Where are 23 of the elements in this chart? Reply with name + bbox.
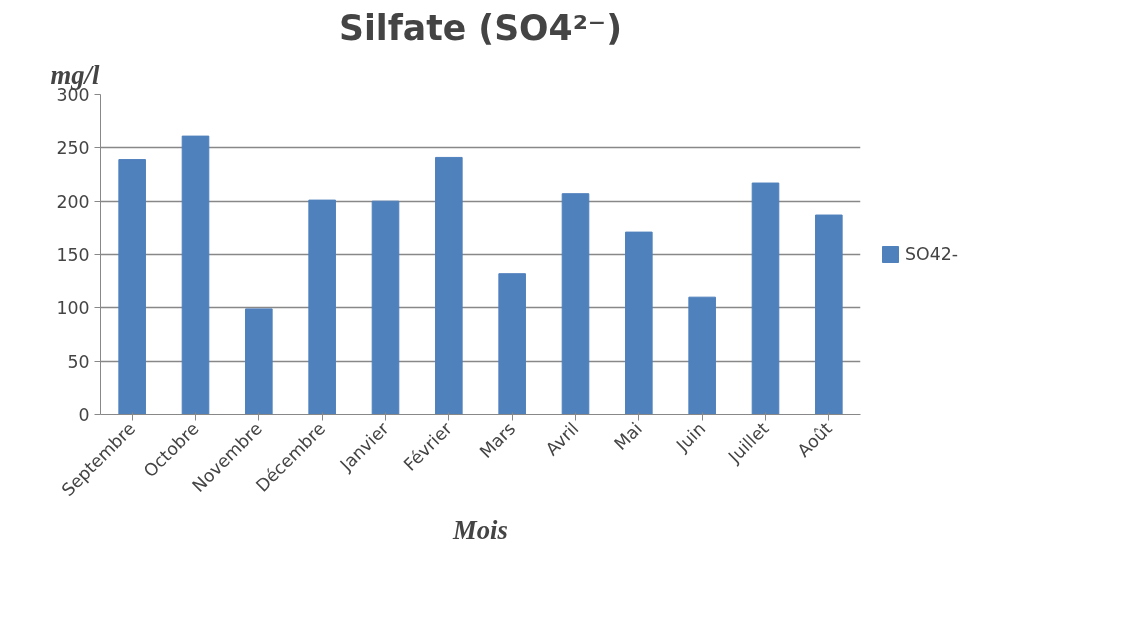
y-tick-label: 200 — [56, 191, 90, 212]
bar — [561, 193, 590, 415]
bar — [815, 214, 843, 415]
bar — [435, 156, 463, 415]
y-tick-label: 0 — [78, 405, 90, 425]
bar — [688, 296, 716, 415]
bar — [118, 159, 146, 415]
chart-title: Silfate (SO4²⁻) — [339, 7, 623, 48]
y-axis-title: mg/l — [50, 59, 100, 90]
y-tick-label: 50 — [67, 351, 90, 372]
x-tick-label: Mai — [610, 418, 646, 455]
y-tick-label: 100 — [56, 298, 90, 319]
bar — [308, 199, 336, 415]
y-tick-label: 250 — [56, 138, 90, 159]
x-axis-title: Mois — [452, 515, 508, 546]
bar — [371, 200, 400, 415]
bar — [751, 182, 780, 415]
y-tick-label: 150 — [56, 245, 90, 265]
bar — [181, 135, 210, 415]
bar — [498, 273, 526, 415]
bar — [245, 308, 273, 415]
legend-label: SO42- — [905, 244, 958, 264]
bar — [625, 231, 653, 415]
